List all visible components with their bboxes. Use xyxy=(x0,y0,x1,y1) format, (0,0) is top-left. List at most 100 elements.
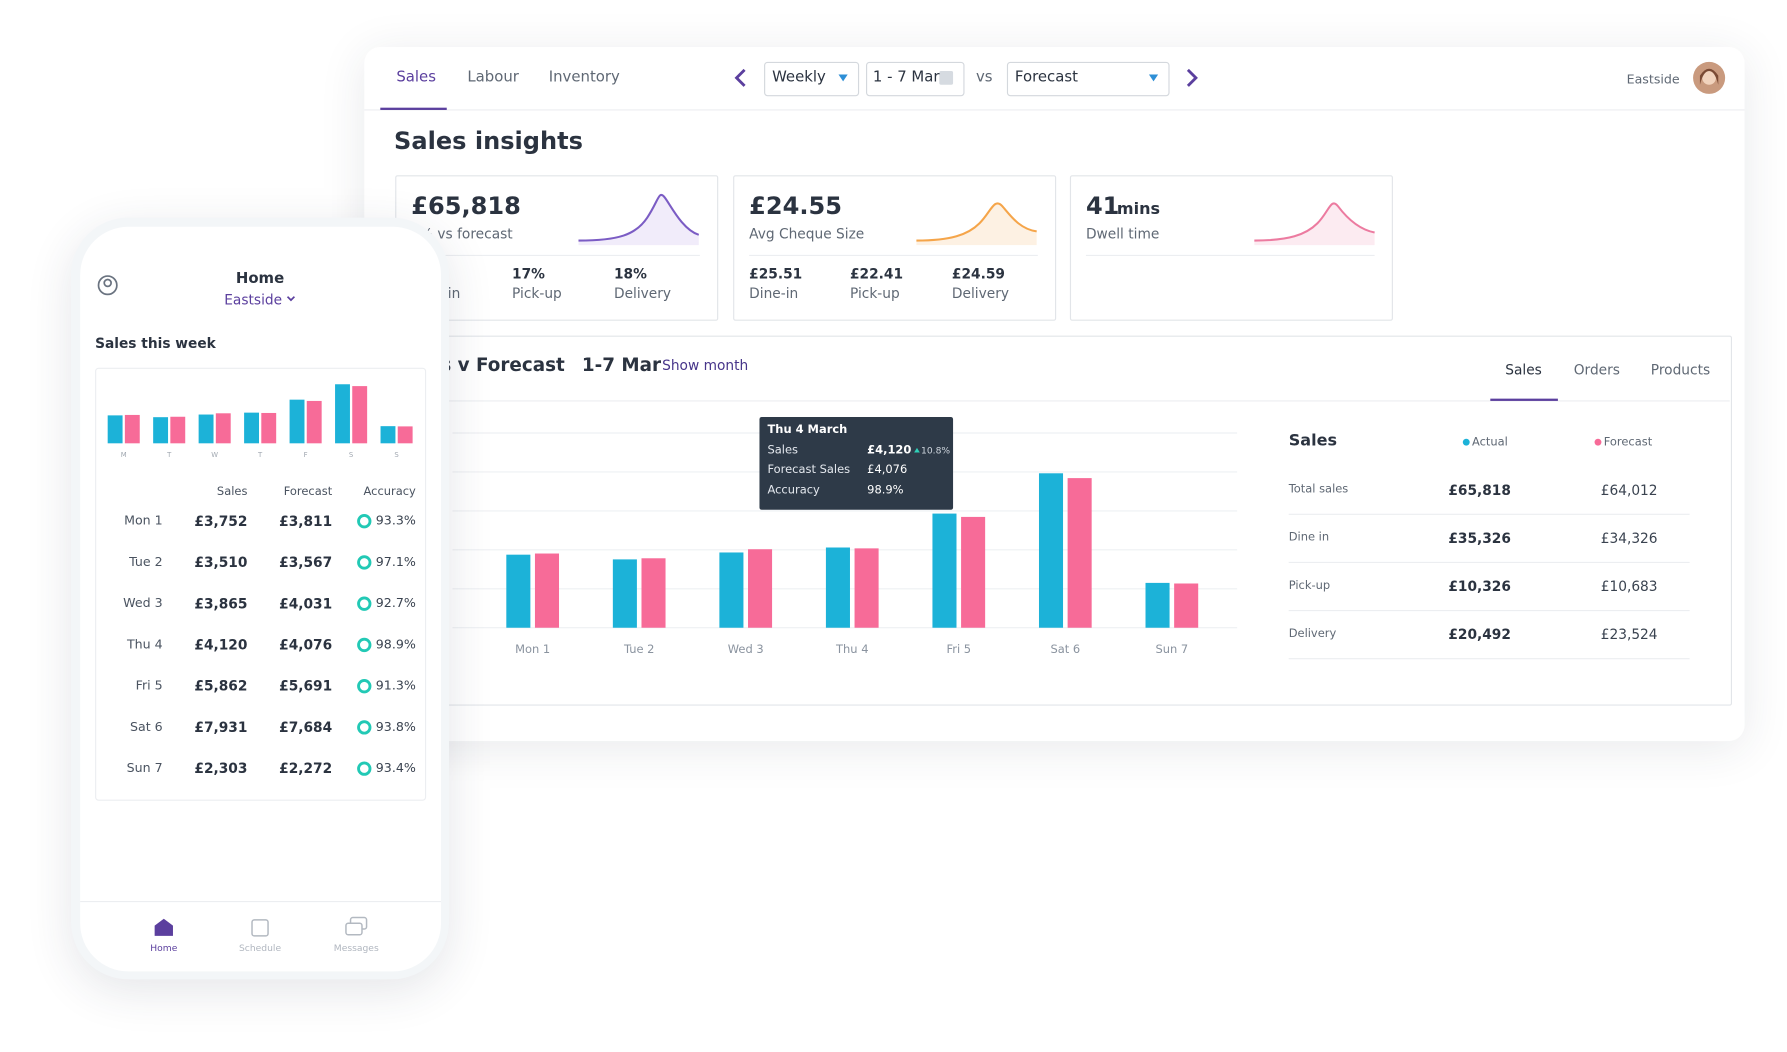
summary-label: Total sales xyxy=(1288,483,1349,496)
column-header: Accuracy xyxy=(363,485,416,499)
bar xyxy=(961,516,986,628)
accuracy-cell: 97.1% xyxy=(375,554,416,570)
nav-tab[interactable]: Inventory xyxy=(548,68,620,86)
mini-x-label: M xyxy=(120,451,127,460)
tooltip-label: Accuracy xyxy=(767,484,820,497)
summary-label: Delivery xyxy=(1288,627,1337,641)
accuracy-cell: 98.9% xyxy=(375,637,416,652)
profile-icon-head xyxy=(103,278,112,288)
date-range[interactable]: 1 - 7 Mar xyxy=(872,68,940,86)
bar xyxy=(1038,473,1064,628)
phone-screen xyxy=(80,226,442,972)
bar xyxy=(107,415,123,444)
summary-forecast: £23,524 xyxy=(1600,626,1658,643)
tooltip-label: Sales xyxy=(767,444,798,457)
sparkline xyxy=(916,202,1037,242)
nav-tab[interactable]: Sales xyxy=(396,68,436,86)
bar xyxy=(612,559,637,628)
period-select[interactable]: Weekly xyxy=(772,68,826,86)
forecast-cell: £2,272 xyxy=(279,760,333,777)
x-tick-label: Sat 6 xyxy=(1050,643,1081,657)
bar xyxy=(854,548,879,628)
compare-select[interactable]: Forecast xyxy=(1014,68,1078,86)
card-subtitle: Avg Cheque Size xyxy=(749,225,865,242)
summary-forecast: £10,683 xyxy=(1600,577,1658,595)
dropdown-caret xyxy=(838,74,848,82)
location-chevron xyxy=(286,296,296,302)
up-arrow xyxy=(914,447,920,453)
nav-tab[interactable]: Labour xyxy=(467,68,519,86)
bar xyxy=(215,413,231,444)
panel-tab[interactable]: Orders xyxy=(1573,361,1620,378)
bar xyxy=(534,553,560,628)
stat-label: Dine-in xyxy=(749,284,799,301)
tooltip-value: £4,120 xyxy=(867,444,912,457)
phone-title: Home xyxy=(235,270,285,288)
panel-tab[interactable]: Sales xyxy=(1505,361,1542,378)
tooltip-change: 10.8% xyxy=(920,445,951,456)
stat-label: Delivery xyxy=(951,284,1009,301)
accuracy-ring xyxy=(357,679,372,694)
bar xyxy=(825,547,850,628)
day-label: Thu 4 xyxy=(126,637,163,652)
calendar-icon xyxy=(939,71,954,85)
phone-location[interactable]: Eastside xyxy=(224,291,283,308)
summary-actual: £65,818 xyxy=(1448,481,1511,498)
bar xyxy=(352,386,368,444)
mini-x-label: T xyxy=(167,451,172,460)
summary-forecast: £64,012 xyxy=(1600,481,1658,498)
accuracy-cell: 93.3% xyxy=(375,513,416,529)
mini-x-label: F xyxy=(303,451,308,460)
legend-label: Forecast xyxy=(1603,436,1653,449)
day-label: Fri 5 xyxy=(135,678,163,694)
column-header: Forecast xyxy=(283,485,333,499)
forecast-cell: £7,684 xyxy=(279,718,333,735)
card xyxy=(733,175,1057,321)
messages-icon xyxy=(345,922,363,936)
show-month-link[interactable]: Show month xyxy=(662,356,749,373)
legend-dot xyxy=(1462,438,1470,446)
accuracy-cell: 91.3% xyxy=(375,678,416,694)
accuracy-cell: 93.4% xyxy=(375,760,416,776)
stat-label: Pick-up xyxy=(512,284,562,301)
sparkline-area xyxy=(1254,203,1375,246)
bar xyxy=(1145,582,1170,628)
profile-icon xyxy=(97,275,118,296)
card-unit: mins xyxy=(1116,200,1161,220)
location-label: Eastside xyxy=(1626,72,1680,88)
bar xyxy=(198,414,214,444)
bar xyxy=(641,558,666,628)
forecast-cell: £3,811 xyxy=(279,512,333,529)
day-label: Mon 1 xyxy=(124,513,163,529)
day-label: Sun 7 xyxy=(126,760,163,776)
mini-x-label: S xyxy=(394,451,399,460)
sales-cell: £2,303 xyxy=(194,760,248,777)
x-tick-label: Mon 1 xyxy=(515,643,551,657)
summary-title: Sales xyxy=(1288,432,1338,451)
vs-label: vs xyxy=(975,68,993,86)
bar xyxy=(1174,583,1199,628)
tab-bar-item[interactable]: Messages xyxy=(333,942,379,954)
bar xyxy=(1067,478,1092,628)
tooltip-label: Forecast Sales xyxy=(767,463,851,477)
tab-bar-item[interactable]: Schedule xyxy=(238,942,282,954)
card-subtitle: Dwell time xyxy=(1085,225,1160,242)
sales-cell: £3,510 xyxy=(194,553,248,570)
page-title: Sales insights xyxy=(394,127,583,155)
x-tick-label: Thu 4 xyxy=(836,643,869,657)
tooltip-value: £4,076 xyxy=(867,463,908,477)
accuracy-ring xyxy=(357,761,372,776)
mini-x-label: T xyxy=(258,451,263,460)
prev-arrow xyxy=(734,68,746,87)
tab-bar-item[interactable]: Home xyxy=(150,942,178,954)
stat-value: £24.59 xyxy=(951,265,1005,282)
x-tick-label: Wed 3 xyxy=(727,643,764,657)
panel-tab[interactable]: Products xyxy=(1650,361,1711,378)
stat-label: Pick-up xyxy=(849,284,900,301)
dropdown xyxy=(764,61,860,97)
summary-actual: £20,492 xyxy=(1448,626,1511,643)
